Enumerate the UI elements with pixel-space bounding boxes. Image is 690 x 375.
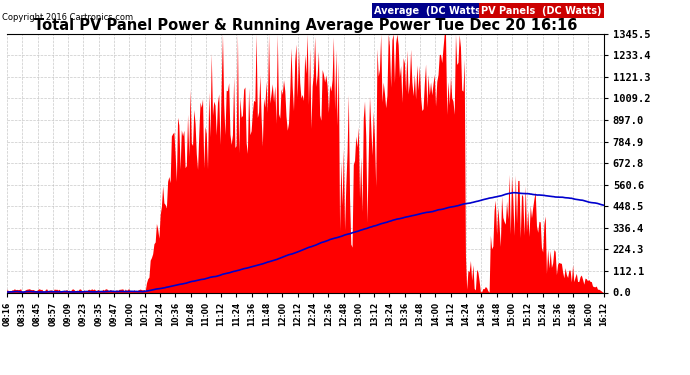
Text: PV Panels  (DC Watts): PV Panels (DC Watts) [482,6,602,16]
Title: Total PV Panel Power & Running Average Power Tue Dec 20 16:16: Total PV Panel Power & Running Average P… [34,18,577,33]
Text: Copyright 2016 Cartronics.com: Copyright 2016 Cartronics.com [2,13,133,22]
Text: Average  (DC Watts): Average (DC Watts) [374,6,485,16]
